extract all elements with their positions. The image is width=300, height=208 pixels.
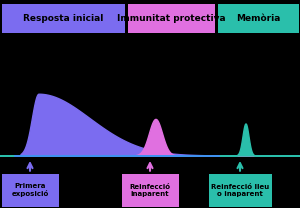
FancyBboxPatch shape <box>218 4 298 33</box>
Text: Resposta inicial: Resposta inicial <box>23 14 103 23</box>
FancyBboxPatch shape <box>122 174 178 207</box>
FancyBboxPatch shape <box>2 4 124 33</box>
FancyBboxPatch shape <box>208 174 272 207</box>
FancyBboxPatch shape <box>2 174 58 207</box>
Text: Memòria: Memòria <box>236 14 280 23</box>
Text: Reinfecció lleu
o inaparent: Reinfecció lleu o inaparent <box>211 184 269 197</box>
Text: Primera
exposició: Primera exposició <box>11 183 49 197</box>
Text: Immunitat protectiva: Immunitat protectiva <box>117 14 225 23</box>
FancyBboxPatch shape <box>128 4 214 33</box>
Text: Reinfecció
inaparent: Reinfecció inaparent <box>130 184 170 197</box>
